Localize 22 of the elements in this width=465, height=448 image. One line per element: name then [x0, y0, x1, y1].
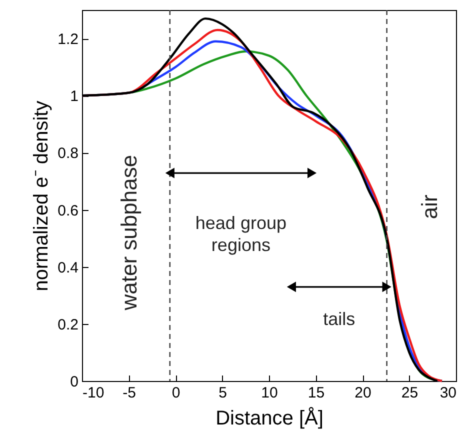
y-tick-label: 1.2 [58, 31, 78, 48]
annotation: tails [323, 308, 356, 329]
x-tick-label: 20 [354, 384, 372, 402]
x-tick-label: 10 [261, 384, 278, 402]
y-tick-label: 0.8 [58, 145, 78, 162]
x-tick-label: 0 [172, 384, 180, 402]
y-tick-label: 0.4 [58, 259, 78, 276]
x-tick-label: 30 [440, 384, 456, 402]
y-tick-label: 0 [70, 374, 78, 390]
annotation: air [416, 194, 442, 220]
x-tick-label: -10 [82, 384, 104, 402]
y-axis-title: normalized e⁻ density [30, 100, 53, 292]
x-tick-label: 25 [401, 384, 418, 402]
y-tick-label: 0.2 [58, 316, 78, 334]
y-tick-label: 0.6 [58, 202, 78, 220]
annotation: water subphase [116, 154, 142, 312]
x-tick-label: -5 [122, 384, 136, 402]
x-tick-label: 15 [308, 384, 325, 402]
annotation: head group regions [195, 213, 286, 256]
x-axis-title: Distance [Å] [216, 406, 324, 430]
y-tick-label: 1 [70, 88, 78, 106]
x-tick-label: 5 [218, 384, 227, 402]
